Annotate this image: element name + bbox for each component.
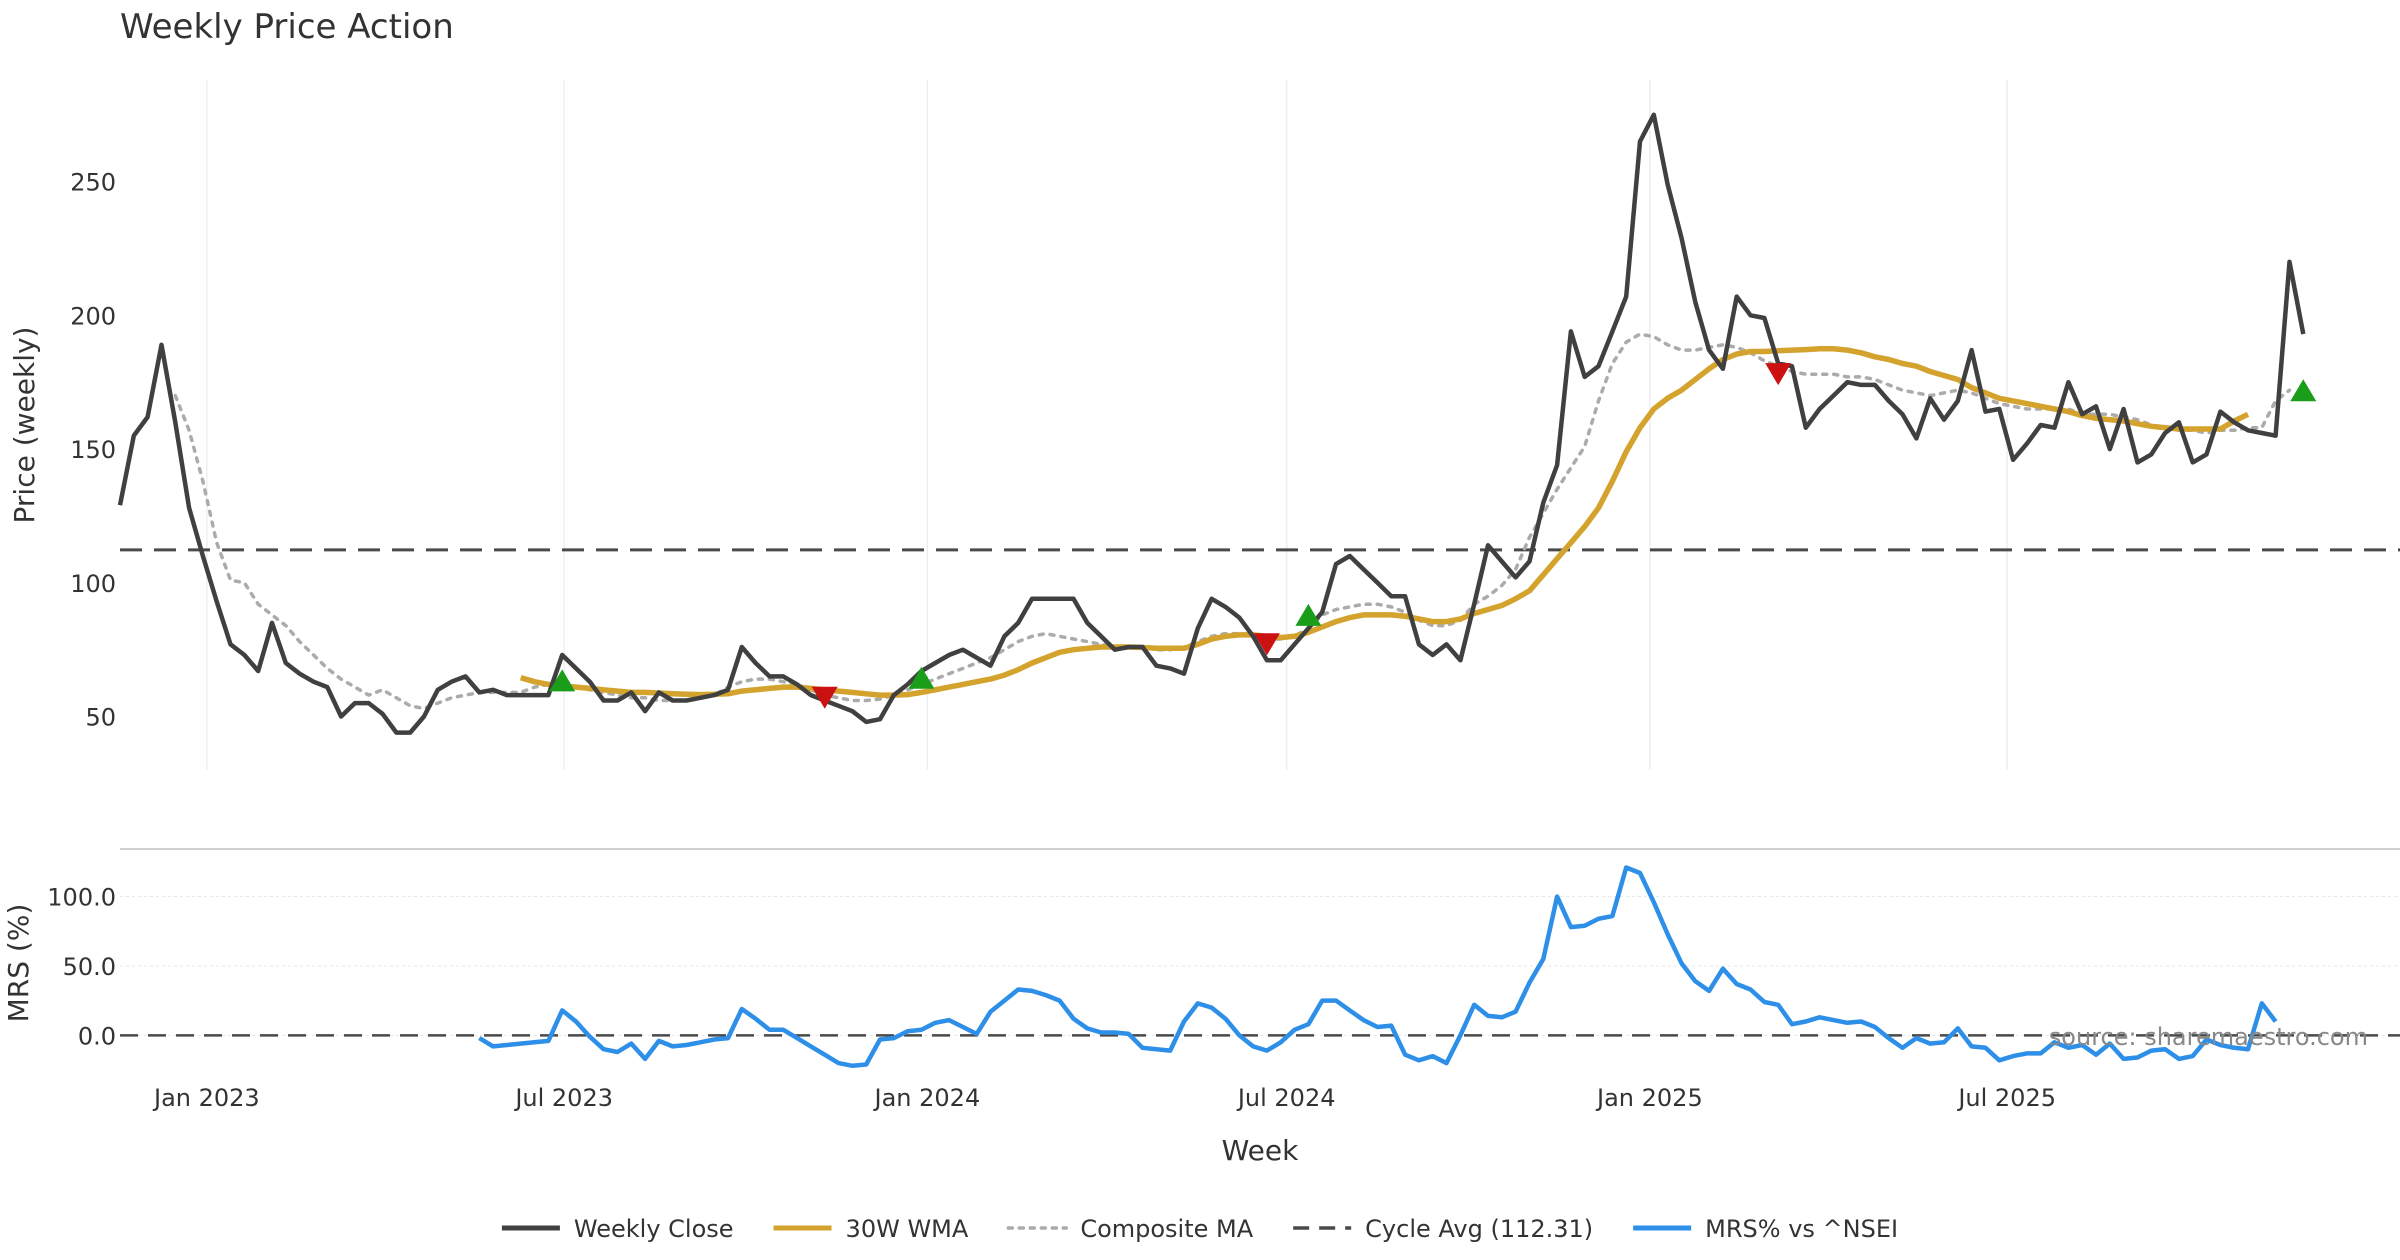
legend-label: Cycle Avg (112.31) xyxy=(1365,1215,1593,1243)
mrs-y-axis-ticks: 0.0 50.0 100.0 xyxy=(47,884,116,1051)
mrs-vs-nsei-line xyxy=(478,865,2278,1069)
price-y-tick-label: 150 xyxy=(70,436,116,464)
weekly-close-line xyxy=(117,112,2306,735)
buy-signal-marker xyxy=(2290,379,2317,402)
chart-title: Weekly Price Action xyxy=(120,7,454,47)
price-y-tick-label: 100 xyxy=(70,570,116,598)
mrs-y-tick-label: 50.0 xyxy=(63,953,116,981)
price-y-tick-label: 250 xyxy=(70,169,116,197)
legend-label: MRS% vs ^NSEI xyxy=(1705,1215,1898,1243)
source-annotation: source: sharemaestro.com xyxy=(2049,1023,2368,1051)
buy-signal-marker xyxy=(908,666,935,689)
price-y-tick-label: 50 xyxy=(85,704,116,732)
mrs-series-group xyxy=(478,865,2278,1069)
x-tick-label: Jan 2024 xyxy=(873,1084,981,1112)
buy-signal-marker xyxy=(549,669,576,692)
price-y-tick-label: 200 xyxy=(70,302,116,330)
x-tick-label: Jan 2025 xyxy=(1595,1084,1703,1112)
legend-label: Weekly Close xyxy=(574,1215,734,1243)
sell-signal-marker xyxy=(811,686,838,709)
sell-signal-marker xyxy=(1253,633,1280,656)
price-y-axis-label: Price (weekly) xyxy=(8,327,41,524)
buy-signal-marker xyxy=(1295,603,1322,626)
mrs-y-axis-label: MRS (%) xyxy=(2,904,35,1023)
price-y-axis-ticks: 50 100 150 200 250 xyxy=(70,169,116,732)
price-panel-grid xyxy=(206,80,2008,770)
x-tick-label: Jul 2024 xyxy=(1236,1084,1336,1112)
x-tick-label: Jan 2023 xyxy=(152,1084,260,1112)
price-series-group xyxy=(117,112,2306,735)
sell-signal-marker xyxy=(1765,363,1792,386)
mrs-panel-grid xyxy=(120,896,2400,1036)
signal-markers-group xyxy=(549,363,2317,709)
legend-label: Composite MA xyxy=(1080,1215,1253,1243)
mrs-y-tick-label: 0.0 xyxy=(78,1022,116,1050)
x-axis-label: Week xyxy=(1222,1134,1299,1167)
legend-label: 30W WMA xyxy=(846,1215,969,1243)
legend: Weekly Close 30W WMA Composite MA Cycle Avg… xyxy=(501,1215,1898,1243)
x-tick-label: Jul 2023 xyxy=(513,1084,613,1112)
x-axis-ticks: Jan 2023 Jul 2023 Jan 2024 Jul 2024 Jan 2025… xyxy=(152,1084,2056,1112)
mrs-y-tick-label: 100.0 xyxy=(47,884,116,912)
x-tick-label: Jul 2025 xyxy=(1956,1084,2056,1112)
30w-wma-line xyxy=(519,346,2250,698)
